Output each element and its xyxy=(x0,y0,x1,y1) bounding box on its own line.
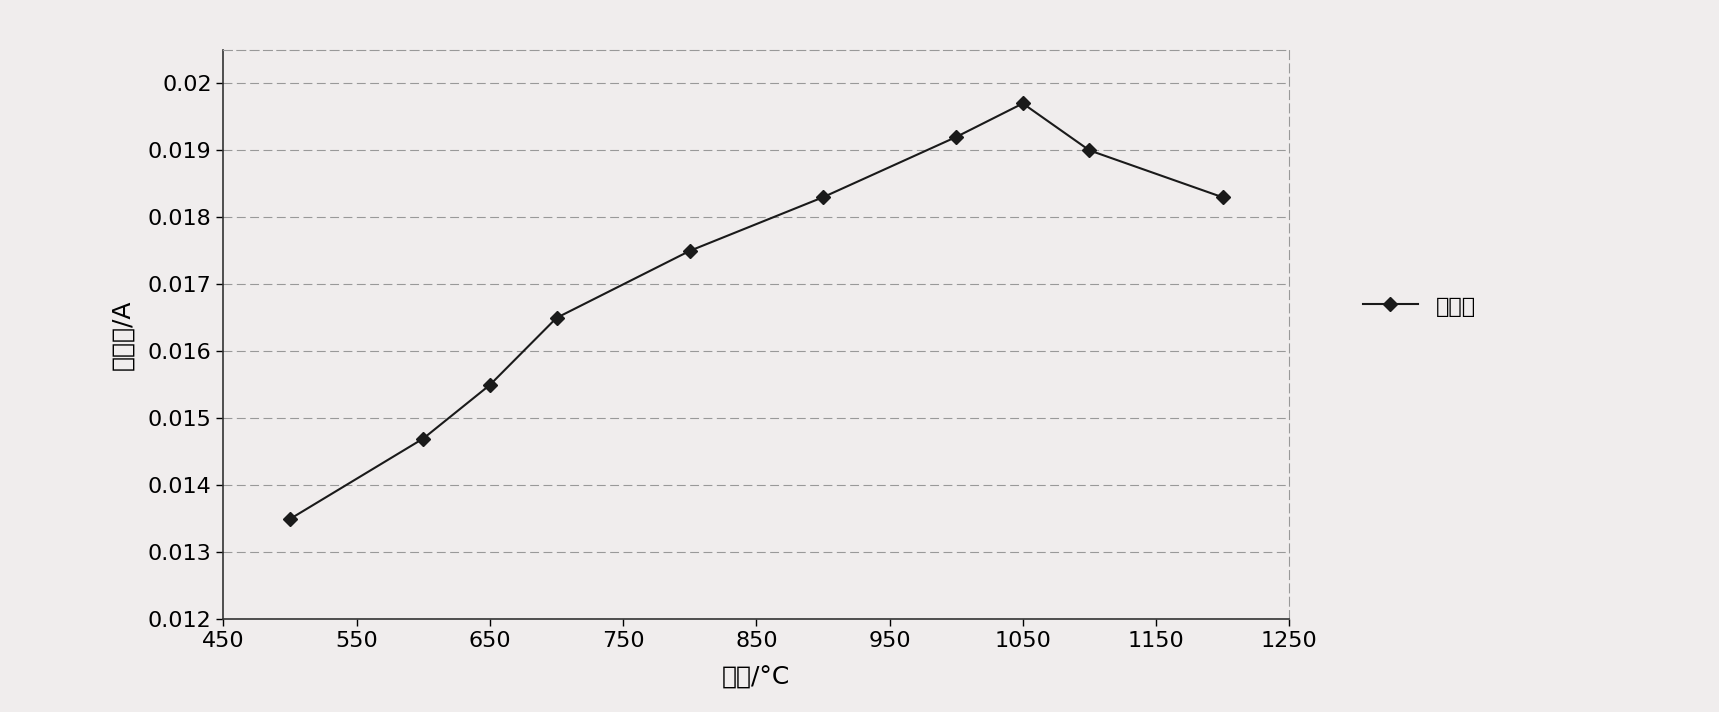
吸光度 xyxy=(480,381,500,389)
Y-axis label: 吸光度/A: 吸光度/A xyxy=(110,299,134,370)
吸光度 xyxy=(280,515,301,523)
X-axis label: 温度/°C: 温度/°C xyxy=(722,665,791,689)
Legend: 吸光度: 吸光度 xyxy=(1353,286,1485,326)
吸光度 xyxy=(1212,193,1233,201)
吸光度 xyxy=(945,132,966,141)
吸光度 xyxy=(813,193,834,201)
吸光度 xyxy=(679,246,700,255)
吸光度 xyxy=(1012,99,1033,108)
吸光度 xyxy=(547,313,567,322)
吸光度 xyxy=(1080,146,1100,155)
吸光度 xyxy=(413,434,433,443)
Line: 吸光度: 吸光度 xyxy=(285,98,1227,524)
